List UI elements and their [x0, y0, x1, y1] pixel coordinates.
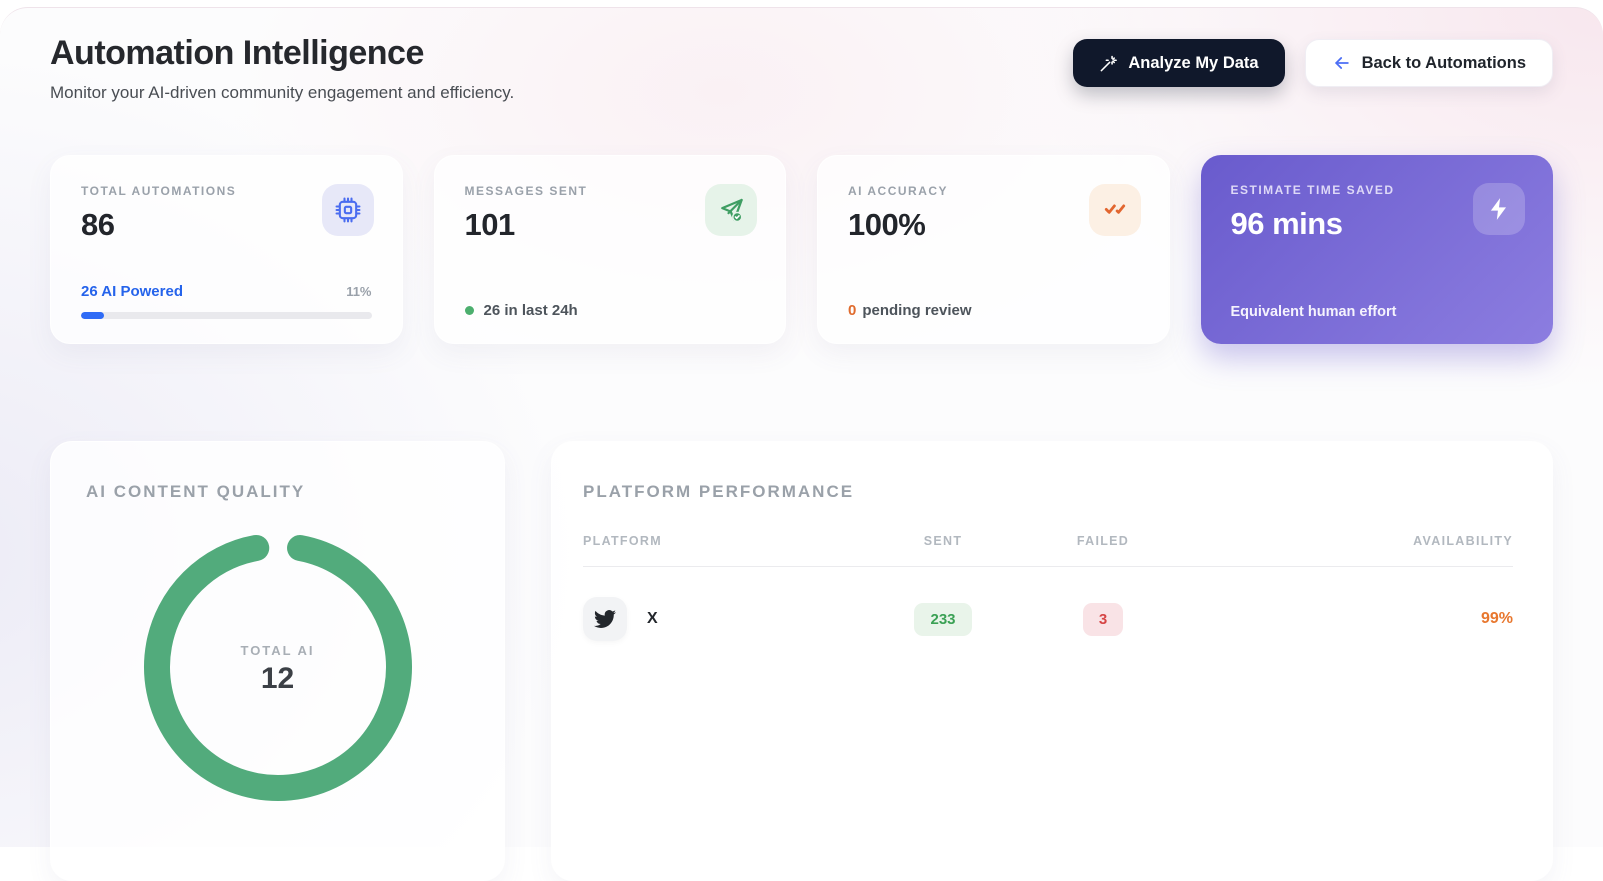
table-divider — [583, 566, 1513, 567]
messages-24h-text: 26 in last 24h — [483, 302, 578, 319]
failed-cell: 3 — [1023, 602, 1183, 636]
stat-label: TOTAL AUTOMATIONS — [81, 184, 237, 198]
ai-powered-percent: 11% — [346, 284, 372, 299]
twitter-icon — [583, 597, 627, 641]
pending-review-text: pending review — [862, 302, 972, 319]
back-to-automations-button[interactable]: Back to Automations — [1304, 39, 1553, 87]
donut-center-text: TOTAL AI 12 — [143, 532, 413, 807]
analyze-button-label: Analyze My Data — [1128, 53, 1259, 72]
quality-ring-arc — [143, 533, 412, 801]
cpu-chip-icon — [321, 184, 374, 236]
stat-label: ESTIMATE TIME SAVED — [1230, 183, 1395, 197]
stat-label: AI ACCURACY — [848, 184, 949, 198]
double-check-icon — [1088, 184, 1141, 236]
table-row[interactable]: X 233 3 99% — [583, 597, 1513, 641]
paper-plane-check-icon — [705, 184, 757, 236]
donut-ring-svg — [143, 533, 412, 801]
stat-card-ai-accuracy: AI ACCURACY 100% 0 pending review — [817, 155, 1170, 344]
back-button-label: Back to Automations — [1361, 53, 1526, 72]
page-title: Automation Intelligence — [50, 34, 424, 72]
arrow-left-icon — [1332, 53, 1352, 73]
ai-progress-track — [81, 312, 372, 319]
stat-footer: Equivalent human effort — [1231, 304, 1524, 320]
column-header-platform: PLATFORM — [583, 534, 662, 548]
stat-card-time-saved: ESTIMATE TIME SAVED 96 mins Equivalent h… — [1200, 155, 1553, 344]
stat-card-total-automations: TOTAL AUTOMATIONS 86 26 AI Powered 11% — [50, 155, 403, 344]
lightning-bolt-icon — [1473, 183, 1525, 235]
page-panel: Automation Intelligence Monitor your AI-… — [0, 7, 1603, 881]
table-header-row: PLATFORM SENT FAILED AVAILABILITY — [583, 534, 1513, 548]
page-subtitle: Monitor your AI-driven community engagem… — [50, 83, 515, 102]
column-header-availability: AVAILABILITY — [1413, 534, 1513, 548]
column-header-failed: FAILED — [1076, 534, 1130, 548]
donut-center-label: TOTAL AI — [240, 643, 315, 658]
platform-name: X — [647, 610, 658, 627]
quality-donut-chart: TOTAL AI 12 — [143, 532, 413, 807]
green-dot-icon — [464, 306, 474, 315]
bottom-section: AI CONTENT QUALITY TOTAL AI 12 PLATFORM … — [50, 441, 1553, 881]
donut-center-value: 12 — [260, 662, 295, 695]
failed-badge: 3 — [1082, 602, 1124, 636]
stat-footer: 26 AI Powered 11% — [81, 283, 372, 319]
stat-footer: 0 pending review — [848, 302, 1139, 319]
analyze-my-data-button[interactable]: Analyze My Data — [1073, 39, 1285, 87]
platform-cell: X — [583, 597, 863, 641]
equivalent-effort-text: Equivalent human effort — [1230, 304, 1397, 320]
magic-wand-icon — [1099, 54, 1118, 73]
pending-count: 0 — [848, 302, 857, 319]
stat-value: 96 mins — [1230, 206, 1343, 241]
stat-value: 86 — [81, 207, 115, 242]
availability-value: 99% — [1480, 610, 1513, 627]
stat-value: 100% — [848, 207, 926, 242]
sent-badge: 233 — [914, 602, 972, 636]
ai-powered-link[interactable]: 26 AI Powered — [81, 283, 183, 300]
platform-section-title: PLATFORM PERFORMANCE — [583, 482, 855, 501]
quality-section-title: AI CONTENT QUALITY — [86, 482, 306, 501]
platform-performance-card: PLATFORM PERFORMANCE PLATFORM SENT FAILE… — [551, 441, 1553, 881]
stat-footer: 26 in last 24h — [464, 302, 756, 319]
stat-label: MESSAGES SENT — [464, 184, 588, 198]
stat-card-messages-sent: MESSAGES SENT 101 26 in last 24h — [433, 155, 786, 344]
header-actions: Analyze My Data Back to Automations — [1073, 39, 1553, 87]
ai-content-quality-card: AI CONTENT QUALITY TOTAL AI 12 — [50, 441, 505, 881]
stats-row: TOTAL AUTOMATIONS 86 26 AI Powered 11% — [50, 155, 1553, 344]
title-block: Automation Intelligence Monitor your AI-… — [50, 34, 514, 103]
ai-progress-fill — [81, 312, 105, 319]
column-header-sent: SENT — [923, 534, 963, 548]
stat-value: 101 — [464, 207, 516, 242]
sent-cell: 233 — [863, 602, 1023, 636]
page-header: Automation Intelligence Monitor your AI-… — [50, 34, 1553, 103]
